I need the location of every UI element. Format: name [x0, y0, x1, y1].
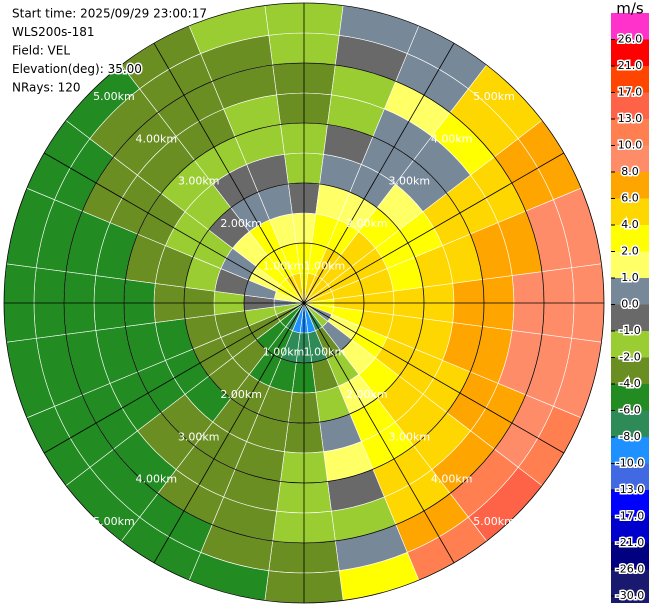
info-line: Elevation(deg): 35.00	[12, 62, 142, 76]
range-label: 5.00km	[473, 515, 515, 528]
colorbar-band	[611, 66, 649, 93]
grid-spoke	[303, 302, 455, 564]
colorbar-label: 21.0	[618, 59, 643, 72]
colorbar-label: 4.0	[621, 218, 639, 231]
colorbar-label: 0.0	[621, 298, 639, 311]
range-label: 5.00km	[93, 515, 135, 528]
colorbar-label: 10.0	[618, 139, 643, 152]
colorbar-label: -1.0	[619, 324, 640, 337]
colorbar-label: -30.0	[616, 589, 644, 602]
colorbar-label: 26.0	[618, 33, 643, 46]
range-label: 2.00km	[220, 217, 262, 230]
colorbar-label: -21.0	[616, 536, 644, 549]
colorbar-label: -2.0	[619, 351, 640, 364]
colorbar-band	[611, 569, 649, 603]
range-ring	[63, 62, 545, 544]
colorbar-label: -10.0	[616, 457, 644, 470]
grid-spoke	[153, 302, 305, 564]
range-label: 1.00km	[304, 345, 346, 358]
colorbar-band	[611, 490, 649, 517]
range-label: 4.00km	[431, 473, 473, 486]
range-ring	[183, 182, 425, 424]
range-label: 1.00km	[263, 345, 305, 358]
range-label: 2.00km	[220, 388, 262, 401]
colorbar-band	[611, 251, 649, 278]
grid-spoke	[43, 302, 305, 454]
colorbar-band	[611, 172, 649, 199]
range-label: 4.00km	[136, 473, 178, 486]
colorbar-band	[611, 543, 649, 570]
colorbar-band	[611, 39, 649, 66]
colorbar-band	[611, 437, 649, 464]
ppi-cells	[3, 2, 605, 604]
colorbar-band	[611, 516, 649, 543]
range-label: 3.00km	[388, 175, 430, 188]
grid-spoke	[303, 42, 455, 304]
range-label: 5.00km	[473, 90, 515, 103]
colorbar-label: 17.0	[618, 86, 643, 99]
range-label: 4.00km	[431, 132, 473, 145]
range-ring	[3, 2, 605, 604]
range-label: 3.00km	[178, 175, 220, 188]
colorbar-band	[611, 278, 649, 305]
colorbar-band	[611, 384, 649, 411]
grid-spoke	[43, 152, 305, 304]
colorbar-band	[611, 225, 649, 252]
colorbar-label: 2.0	[621, 245, 639, 258]
colorbar-band	[611, 463, 649, 490]
range-label: 3.00km	[388, 430, 430, 443]
colorbar-label: -4.0	[619, 377, 640, 390]
info-line: Field: VEL	[12, 44, 70, 58]
colorbar-label: 1.0	[621, 271, 639, 284]
colorbar-band	[611, 410, 649, 437]
range-label: 3.00km	[178, 430, 220, 443]
colorbar-label: 13.0	[618, 112, 643, 125]
grid-spoke	[303, 302, 565, 454]
range-ring	[243, 242, 365, 364]
info-line: Start time: 2025/09/29 23:00:17	[12, 7, 207, 21]
colorbar-band	[611, 331, 649, 358]
colorbar-label: -17.0	[616, 510, 644, 523]
colorbar-band	[611, 304, 649, 331]
colorbar-label: -8.0	[619, 430, 640, 443]
colorbar-units: m/s	[616, 0, 644, 18]
colorbar-label: -13.0	[616, 483, 644, 496]
grid-spoke	[303, 152, 565, 304]
colorbar-band	[611, 198, 649, 225]
info-line: WLS200s-181	[12, 25, 95, 39]
colorbar-label: -26.0	[616, 563, 644, 576]
colorbar-band	[611, 13, 649, 40]
range-label: 5.00km	[93, 90, 135, 103]
colorbar-band	[611, 92, 649, 119]
colorbar-label: 6.0	[621, 192, 639, 205]
range-label: 2.00km	[346, 388, 388, 401]
range-label: 1.00km	[263, 260, 305, 273]
range-label: 1.00km	[304, 260, 346, 273]
colorbar-band	[611, 357, 649, 384]
colorbar-label: 8.0	[621, 165, 639, 178]
range-ring	[123, 122, 485, 484]
range-label: 4.00km	[136, 132, 178, 145]
range-label: 2.00km	[346, 217, 388, 230]
grid-spoke	[153, 42, 305, 304]
colorbar-label: -6.0	[619, 404, 640, 417]
info-line: NRays: 120	[12, 81, 81, 95]
colorbar-band	[611, 145, 649, 172]
colorbar-band	[611, 119, 649, 146]
